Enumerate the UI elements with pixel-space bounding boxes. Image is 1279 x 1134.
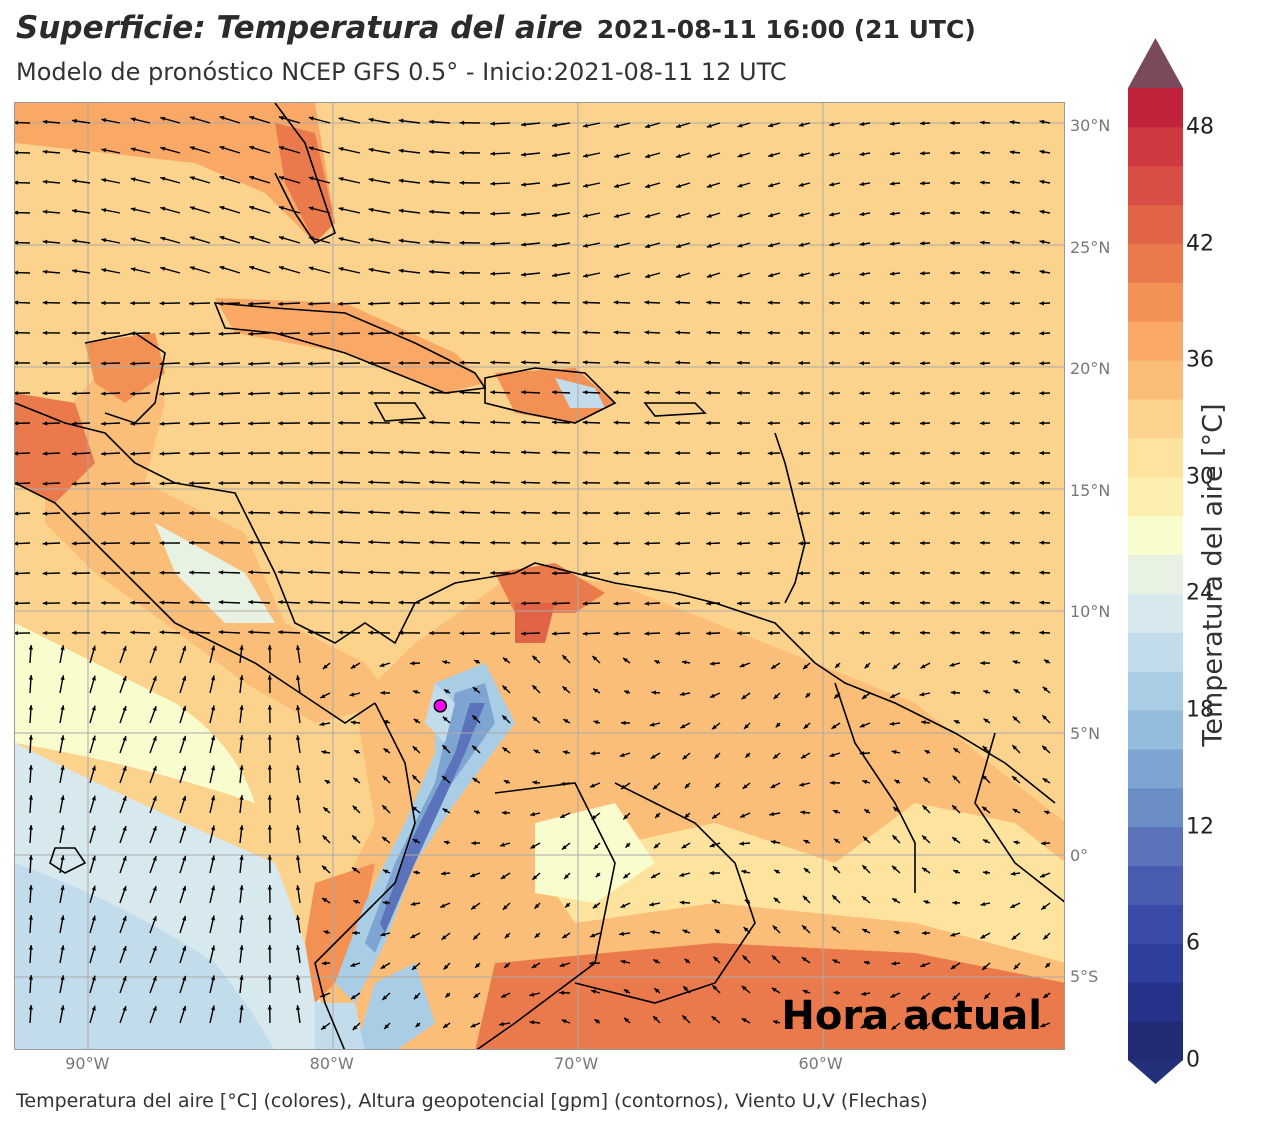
colorbar-tick-label: 24 — [1186, 580, 1214, 606]
colorbar-segment — [1128, 1021, 1183, 1061]
colorbar-segment — [1128, 321, 1183, 361]
colorbar-segment — [1128, 710, 1183, 750]
latitude-label: 20°N — [1070, 359, 1111, 379]
colorbar-tick-label: 0 — [1186, 1047, 1200, 1073]
map-caption: Temperatura del aire [°C] (colores), Alt… — [16, 1090, 928, 1112]
coastlines — [15, 103, 1064, 1049]
colorbar-segment — [1128, 515, 1183, 556]
colorbar-segment — [1128, 671, 1183, 711]
temperature-fields — [15, 103, 1064, 1049]
colorbar-under-triangle — [1128, 1060, 1183, 1084]
colorbar-segment — [1128, 165, 1183, 206]
latitude-label: 25°N — [1070, 237, 1111, 257]
longitude-label: 70°W — [554, 1054, 599, 1073]
colorbar-tick-label: 48 — [1186, 114, 1214, 140]
colorbar-segment — [1128, 748, 1183, 789]
colorbar-segment — [1128, 943, 1183, 983]
colorbar-segment — [1128, 243, 1183, 283]
colorbar-tick-label: 6 — [1186, 930, 1200, 956]
map-panel: Hora actual — [14, 102, 1065, 1050]
title-variable: Superficie: Temperatura del aire — [16, 10, 583, 46]
colorbar-label: Temperatura del aire [°C] — [1197, 403, 1229, 747]
longitude-label: 60°W — [798, 1054, 843, 1073]
location-marker — [433, 699, 448, 713]
current-time-badge: Hora actual — [781, 993, 1042, 1039]
colorbar-segment — [1128, 360, 1183, 400]
lat-lon-grid — [15, 103, 1064, 1049]
colorbar-tick-label: 36 — [1186, 347, 1214, 373]
title-valid-time: 2021-08-11 16:00 (21 UTC) — [596, 15, 976, 44]
colorbar-segment — [1128, 904, 1183, 944]
latitude-label: 0° — [1070, 845, 1089, 865]
colorbar-segment — [1128, 632, 1183, 672]
colorbar-segment — [1128, 88, 1183, 128]
colorbar-tick-label: 42 — [1186, 231, 1214, 257]
temperature-colorbar — [1128, 38, 1183, 1084]
longitude-label: 80°W — [309, 1054, 354, 1073]
colorbar-segment — [1128, 982, 1183, 1022]
map-subtitle: Modelo de pronóstico NCEP GFS 0.5° - Ini… — [16, 58, 787, 86]
colorbar-segment — [1128, 554, 1183, 594]
colorbar-segment — [1128, 126, 1183, 167]
map-title: Superficie: Temperatura del aire 2021-08-… — [16, 10, 976, 46]
latitude-label: 15°N — [1070, 480, 1111, 500]
latitude-label: 5°S — [1070, 967, 1099, 987]
longitude-label: 90°W — [65, 1054, 110, 1073]
colorbar-segment — [1128, 437, 1183, 478]
colorbar-segment — [1128, 399, 1183, 439]
colorbar-tick-label: 18 — [1186, 697, 1214, 723]
colorbar-segment — [1128, 593, 1183, 633]
latitude-label: 5°N — [1070, 724, 1101, 743]
colorbar-segment — [1128, 204, 1183, 245]
colorbar-segment — [1128, 865, 1183, 905]
colorbar-segment — [1128, 787, 1183, 828]
colorbar-segment — [1128, 476, 1183, 517]
latitude-label: 10°N — [1070, 602, 1111, 622]
colorbar-over-triangle — [1128, 38, 1183, 88]
colorbar-segment — [1128, 826, 1183, 867]
wind-vectors — [15, 115, 1051, 1031]
temperature-map — [15, 103, 1064, 1049]
colorbar-tick-label: 30 — [1186, 464, 1214, 490]
colorbar-segment — [1128, 282, 1183, 322]
colorbar-tick-label: 12 — [1186, 814, 1214, 840]
latitude-label: 30°N — [1070, 116, 1111, 136]
